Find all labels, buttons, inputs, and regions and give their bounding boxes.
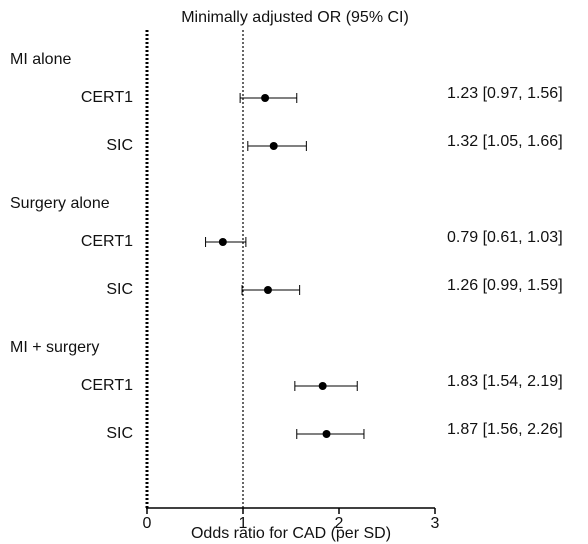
group-label: MI + surgery <box>10 339 99 356</box>
row-label: SIC <box>106 281 133 298</box>
value-label: 1.26 [0.99, 1.59] <box>447 277 563 294</box>
point <box>322 430 331 438</box>
group-label: MI alone <box>10 51 71 68</box>
row-label: SIC <box>106 425 133 442</box>
value-label: 0.79 [0.61, 1.03] <box>447 229 563 246</box>
row-label: SIC <box>106 137 133 154</box>
point <box>263 286 272 294</box>
point <box>318 382 327 390</box>
value-label: 1.32 [1.05, 1.66] <box>447 133 563 150</box>
x-tick-label: 1 <box>239 515 248 532</box>
value-label: 1.87 [1.56, 2.26] <box>447 421 563 438</box>
x-tick-label: 3 <box>431 515 440 532</box>
point <box>261 94 270 102</box>
point <box>218 238 227 246</box>
chart-title: Minimally adjusted OR (95% CI) <box>181 9 409 26</box>
value-label: 1.23 [0.97, 1.56] <box>447 85 563 102</box>
point <box>269 142 278 150</box>
x-tick-label: 2 <box>335 515 344 532</box>
value-label: 1.83 [1.54, 2.19] <box>447 373 563 390</box>
x-tick-label: 0 <box>143 515 152 532</box>
row-label: CERT1 <box>81 377 133 394</box>
row-label: CERT1 <box>81 233 133 250</box>
row-label: CERT1 <box>81 89 133 106</box>
x-axis-title: Odds ratio for CAD (per SD) <box>191 525 391 542</box>
group-label: Surgery alone <box>10 195 110 212</box>
